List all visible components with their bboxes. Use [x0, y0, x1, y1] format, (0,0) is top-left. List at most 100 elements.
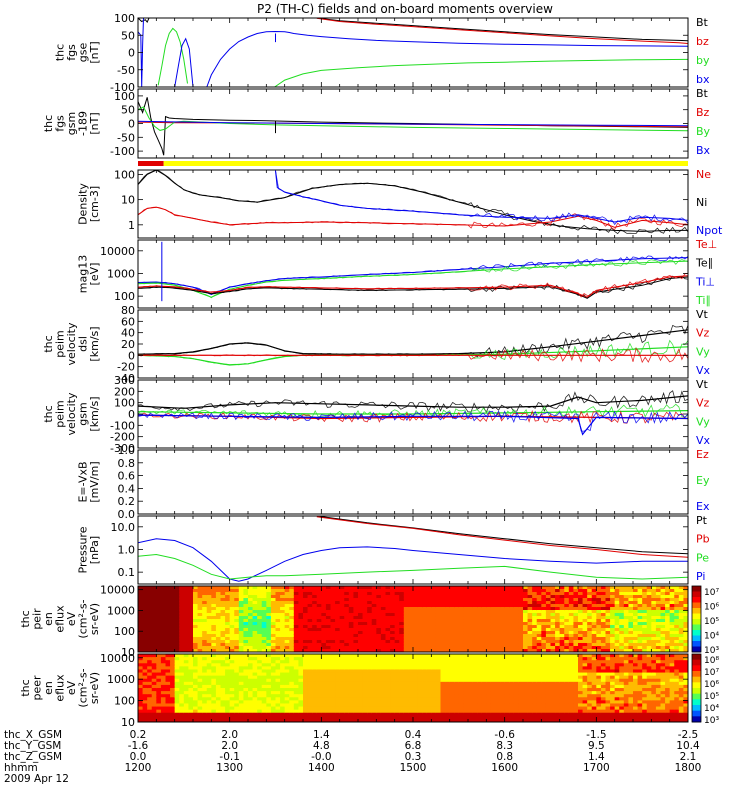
- legend-label-Vt: Vt: [696, 378, 709, 391]
- y-tick-label: 100: [114, 625, 135, 638]
- series-group-temperature: [138, 242, 688, 301]
- y-tick-label: 10000: [100, 584, 135, 597]
- y-tick-label: 10.0: [111, 521, 136, 534]
- colorbar-tick-label: 10³: [704, 716, 719, 726]
- x-tick-value: 1800: [675, 762, 702, 774]
- panel-electron_spectrogram: 10⁸10⁷10⁶10⁵10⁴10³10000100010010thcpeere…: [19, 652, 719, 729]
- mode-bar-segment: [164, 161, 688, 166]
- legend-label-Npot: Npot: [696, 224, 723, 237]
- legend-label-Ti∥: Ti∥: [695, 294, 711, 307]
- legend-label-Pt: Pt: [696, 514, 708, 527]
- x-tick-value: 1200: [125, 762, 152, 774]
- legend-label-Ez: Ez: [696, 448, 709, 461]
- y-tick-label: 1.0: [118, 444, 136, 457]
- series-group-fgs_gse: [138, 18, 688, 87]
- y-tick-label: 10000: [100, 245, 135, 258]
- panel-frame: [138, 310, 688, 378]
- y-tick-label: -50: [117, 131, 135, 144]
- series-line-Bt: [138, 18, 163, 22]
- y-tick-label: 0: [128, 47, 135, 60]
- panel-velocity_gsm: 3002001000-100-200-300thcpeimvelocitygsm…: [42, 374, 711, 455]
- legend-label-Pb: Pb: [696, 533, 710, 546]
- series-line-Bt: [317, 18, 688, 41]
- legend-label-Vz: Vz: [696, 327, 710, 340]
- legend-label-Ex: Ex: [696, 500, 710, 513]
- colorbar-tick-label: 10⁶: [704, 680, 719, 690]
- legend-label-Te∥: Te∥: [695, 257, 713, 270]
- series-group-pressure: [138, 516, 688, 581]
- x-tick-value: 1600: [491, 762, 518, 774]
- y-tick-label: 100: [114, 12, 135, 25]
- legend-label-By: By: [696, 125, 711, 138]
- y-tick-label: 0.2: [118, 495, 136, 508]
- legend-label-Vy: Vy: [696, 415, 710, 428]
- y-tick-label: 100: [114, 90, 135, 103]
- legend-label-Vz: Vz: [696, 397, 710, 410]
- chart-title: P2 (TH-C) fields and on-board moments ov…: [257, 2, 553, 16]
- spectrogram-electron_spectrogram: [138, 654, 689, 723]
- y-tick-label: 0.6: [118, 470, 136, 483]
- y-tick-label: 1: [128, 219, 135, 232]
- y-tick-label: 100: [114, 168, 135, 181]
- series-line-By: [138, 107, 688, 131]
- y-tick-label: 1000: [107, 267, 135, 280]
- x-axis-row-label: 2009 Apr 12: [4, 773, 69, 785]
- x-tick-value: 1400: [308, 762, 335, 774]
- series-group-fgs_gsm: [138, 97, 688, 155]
- y-tick-label: 1.0: [118, 543, 136, 556]
- series-line-Npot: [276, 171, 689, 222]
- y-tick-label: 0.8: [118, 457, 136, 470]
- x-tick-value: 1500: [400, 762, 427, 774]
- legend-label-Ni: Ni: [696, 196, 707, 209]
- legend-label-Pi: Pi: [696, 570, 705, 583]
- legend-label-Ey: Ey: [696, 474, 710, 487]
- y-tick-label: 10000: [100, 652, 135, 665]
- panel-ion_spectrogram: 10⁷10⁶10⁵10⁴10³10000100010010thcpeirenef…: [19, 584, 719, 659]
- y-axis-label: [nT]: [88, 112, 101, 134]
- x-tick-value: 1700: [583, 762, 610, 774]
- y-axis-label: [km/s]: [88, 326, 101, 361]
- y-tick-label: 1000: [107, 673, 135, 686]
- y-tick-label: 0.1: [118, 566, 136, 579]
- y-axis-label: [km/s]: [88, 396, 101, 431]
- colorbar-tick-label: 10⁴: [704, 704, 719, 714]
- series-group-velocity_gsm: [138, 391, 688, 435]
- series-noise-Vy: [138, 341, 688, 365]
- series-line-Te∥: [138, 277, 688, 298]
- y-tick-label: 0.4: [118, 482, 136, 495]
- colorbar-tick-label: 10⁶: [704, 603, 719, 613]
- legend-label-Pe: Pe: [696, 551, 709, 564]
- series-line-Vt: [138, 396, 688, 408]
- series-noise-Vt: [138, 391, 688, 412]
- mode-bar-segment: [138, 161, 164, 166]
- legend-label-Bz: Bz: [696, 106, 710, 119]
- legend-label-bx: bx: [696, 73, 710, 86]
- y-axis-label: [mV/m]: [88, 461, 101, 502]
- series-noise-Npot: [276, 171, 689, 225]
- legend-label-bz: bz: [696, 35, 709, 48]
- legend-label-Ne: Ne: [696, 168, 711, 181]
- y-tick-label: -50: [117, 64, 135, 77]
- legend-label-Bt: Bt: [696, 16, 709, 29]
- y-tick-label: 50: [121, 104, 135, 117]
- y-tick-label: 10: [121, 194, 135, 207]
- y-tick-label: 0: [128, 118, 135, 131]
- y-tick-label: 50: [121, 29, 135, 42]
- colorbar-tick-label: 10⁴: [704, 632, 719, 642]
- legend-label-Ti⊥: Ti⊥: [695, 275, 715, 288]
- series-line-Ni: [138, 170, 688, 231]
- legend-label-Bt: Bt: [696, 87, 709, 100]
- series-noise-Vt: [138, 325, 688, 357]
- legend-label-Bx: Bx: [696, 144, 711, 157]
- y-tick-label: -100: [110, 145, 135, 158]
- y-axis-label: sr-eV): [88, 672, 101, 704]
- y-axis-label: sr-eV): [88, 603, 101, 635]
- x-tick-value: 1300: [216, 762, 243, 774]
